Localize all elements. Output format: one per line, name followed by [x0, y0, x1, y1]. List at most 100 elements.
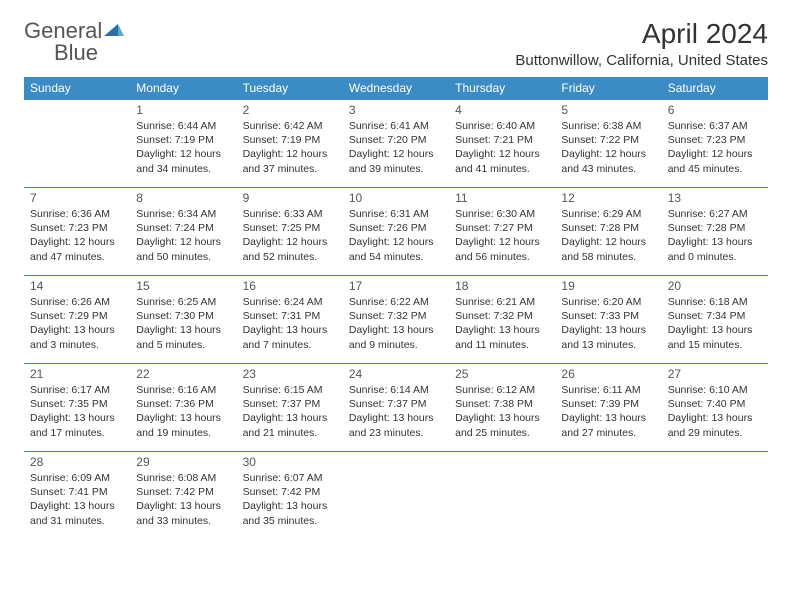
day-detail: Daylight: 12 hours: [561, 235, 655, 249]
day-number: 13: [668, 191, 762, 205]
logo-text-2: Blue: [54, 40, 98, 66]
day-detail: Sunrise: 6:26 AM: [30, 295, 124, 309]
logo: General Blue: [24, 18, 124, 44]
day-detail: and 52 minutes.: [243, 250, 337, 264]
day-detail: Sunrise: 6:15 AM: [243, 383, 337, 397]
day-number: 5: [561, 103, 655, 117]
day-number: 9: [243, 191, 337, 205]
day-header: Monday: [130, 77, 236, 100]
day-number: 16: [243, 279, 337, 293]
day-detail: and 56 minutes.: [455, 250, 549, 264]
day-detail: and 7 minutes.: [243, 338, 337, 352]
day-detail: Sunrise: 6:12 AM: [455, 383, 549, 397]
day-detail: Daylight: 13 hours: [136, 411, 230, 425]
calendar-cell: 17Sunrise: 6:22 AMSunset: 7:32 PMDayligh…: [343, 276, 449, 364]
day-detail: Daylight: 13 hours: [30, 323, 124, 337]
day-detail: Sunset: 7:28 PM: [561, 221, 655, 235]
day-detail: Sunset: 7:38 PM: [455, 397, 549, 411]
day-detail: and 54 minutes.: [349, 250, 443, 264]
day-detail: Sunset: 7:37 PM: [243, 397, 337, 411]
calendar-cell-empty: [662, 452, 768, 540]
calendar-cell: 6Sunrise: 6:37 AMSunset: 7:23 PMDaylight…: [662, 100, 768, 188]
day-detail: Daylight: 12 hours: [30, 235, 124, 249]
calendar-cell: 22Sunrise: 6:16 AMSunset: 7:36 PMDayligh…: [130, 364, 236, 452]
day-number: 6: [668, 103, 762, 117]
page-title: April 2024: [515, 18, 768, 50]
calendar-cell: 1Sunrise: 6:44 AMSunset: 7:19 PMDaylight…: [130, 100, 236, 188]
day-number: 15: [136, 279, 230, 293]
day-detail: and 58 minutes.: [561, 250, 655, 264]
day-number: 14: [30, 279, 124, 293]
logo-icon: [104, 18, 124, 44]
day-detail: and 25 minutes.: [455, 426, 549, 440]
calendar-cell: 30Sunrise: 6:07 AMSunset: 7:42 PMDayligh…: [237, 452, 343, 540]
day-number: 17: [349, 279, 443, 293]
calendar-cell: 10Sunrise: 6:31 AMSunset: 7:26 PMDayligh…: [343, 188, 449, 276]
day-detail: Sunrise: 6:10 AM: [668, 383, 762, 397]
day-number: 3: [349, 103, 443, 117]
calendar-cell: 5Sunrise: 6:38 AMSunset: 7:22 PMDaylight…: [555, 100, 661, 188]
day-number: 29: [136, 455, 230, 469]
day-detail: Sunset: 7:30 PM: [136, 309, 230, 323]
calendar-cell: 8Sunrise: 6:34 AMSunset: 7:24 PMDaylight…: [130, 188, 236, 276]
day-header: Tuesday: [237, 77, 343, 100]
calendar-cell: 19Sunrise: 6:20 AMSunset: 7:33 PMDayligh…: [555, 276, 661, 364]
day-detail: Sunset: 7:41 PM: [30, 485, 124, 499]
day-number: 4: [455, 103, 549, 117]
day-detail: Daylight: 13 hours: [561, 411, 655, 425]
day-number: 19: [561, 279, 655, 293]
day-number: 12: [561, 191, 655, 205]
day-detail: Sunset: 7:22 PM: [561, 133, 655, 147]
day-detail: Sunrise: 6:25 AM: [136, 295, 230, 309]
day-detail: Daylight: 13 hours: [30, 499, 124, 513]
day-detail: Daylight: 13 hours: [455, 411, 549, 425]
day-detail: Daylight: 13 hours: [349, 323, 443, 337]
day-detail: and 5 minutes.: [136, 338, 230, 352]
day-detail: and 19 minutes.: [136, 426, 230, 440]
calendar-cell: 20Sunrise: 6:18 AMSunset: 7:34 PMDayligh…: [662, 276, 768, 364]
day-detail: Sunrise: 6:18 AM: [668, 295, 762, 309]
day-detail: Sunrise: 6:34 AM: [136, 207, 230, 221]
day-number: 25: [455, 367, 549, 381]
day-detail: Daylight: 12 hours: [668, 147, 762, 161]
day-detail: Daylight: 13 hours: [668, 323, 762, 337]
day-number: 30: [243, 455, 337, 469]
day-detail: Sunset: 7:26 PM: [349, 221, 443, 235]
day-number: 22: [136, 367, 230, 381]
day-detail: and 50 minutes.: [136, 250, 230, 264]
day-number: 7: [30, 191, 124, 205]
day-detail: Sunset: 7:21 PM: [455, 133, 549, 147]
day-detail: and 0 minutes.: [668, 250, 762, 264]
day-detail: Daylight: 13 hours: [561, 323, 655, 337]
calendar-cell: 27Sunrise: 6:10 AMSunset: 7:40 PMDayligh…: [662, 364, 768, 452]
day-detail: Sunrise: 6:17 AM: [30, 383, 124, 397]
day-detail: Sunrise: 6:42 AM: [243, 119, 337, 133]
day-detail: Sunrise: 6:24 AM: [243, 295, 337, 309]
day-number: 10: [349, 191, 443, 205]
day-detail: Sunset: 7:19 PM: [136, 133, 230, 147]
day-detail: Sunset: 7:39 PM: [561, 397, 655, 411]
location-label: Buttonwillow, California, United States: [515, 52, 768, 69]
day-detail: Daylight: 13 hours: [243, 411, 337, 425]
day-detail: and 3 minutes.: [30, 338, 124, 352]
day-detail: Sunset: 7:25 PM: [243, 221, 337, 235]
day-detail: and 34 minutes.: [136, 162, 230, 176]
day-detail: Sunset: 7:28 PM: [668, 221, 762, 235]
day-number: 26: [561, 367, 655, 381]
day-header: Thursday: [449, 77, 555, 100]
day-header: Saturday: [662, 77, 768, 100]
day-detail: Sunset: 7:19 PM: [243, 133, 337, 147]
day-detail: Daylight: 12 hours: [243, 147, 337, 161]
day-detail: Sunrise: 6:20 AM: [561, 295, 655, 309]
day-detail: Sunrise: 6:37 AM: [668, 119, 762, 133]
day-detail: Sunrise: 6:08 AM: [136, 471, 230, 485]
calendar-cell: 28Sunrise: 6:09 AMSunset: 7:41 PMDayligh…: [24, 452, 130, 540]
day-detail: Sunset: 7:40 PM: [668, 397, 762, 411]
day-number: 2: [243, 103, 337, 117]
day-detail: Sunrise: 6:09 AM: [30, 471, 124, 485]
day-number: 11: [455, 191, 549, 205]
day-detail: Sunset: 7:24 PM: [136, 221, 230, 235]
calendar-cell: 24Sunrise: 6:14 AMSunset: 7:37 PMDayligh…: [343, 364, 449, 452]
day-detail: Daylight: 13 hours: [136, 323, 230, 337]
day-detail: and 15 minutes.: [668, 338, 762, 352]
